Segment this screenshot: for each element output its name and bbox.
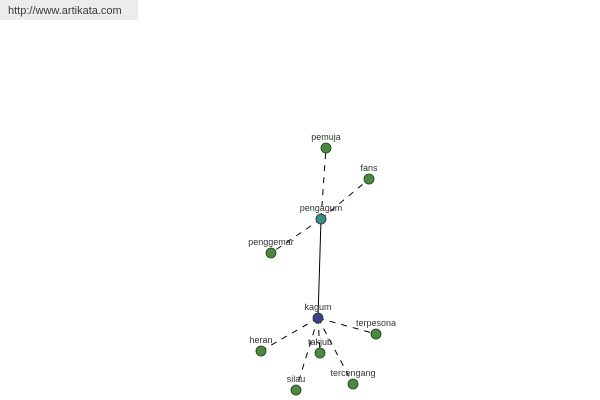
- node-heran[interactable]: [255, 345, 267, 357]
- node-label-takjub: takjub: [308, 337, 332, 347]
- edge-kagum-pengagum: [317, 218, 322, 319]
- node-kagum[interactable]: [312, 312, 324, 324]
- edge-kagum-silau: [295, 317, 319, 391]
- node-pengagum[interactable]: [315, 213, 327, 225]
- edge-pengagum-penggemar: [270, 218, 322, 254]
- node-label-terpesona: terpesona: [356, 318, 396, 328]
- node-label-penggemar: penggemar: [248, 237, 294, 247]
- node-label-heran: heran: [249, 335, 272, 345]
- node-terpesona[interactable]: [370, 328, 382, 340]
- node-label-pengagum: pengagum: [300, 203, 343, 213]
- node-label-pemuja: pemuja: [311, 132, 341, 142]
- node-silau[interactable]: [290, 384, 302, 396]
- site-url-link[interactable]: http://www.artikata.com: [0, 0, 138, 20]
- node-label-silau: silau: [287, 374, 306, 384]
- node-label-fans: fans: [360, 163, 378, 173]
- node-label-kagum: kagum: [304, 302, 331, 312]
- edge-kagum-takjub: [317, 317, 321, 354]
- node-label-tercengang: tercengang: [330, 368, 375, 378]
- node-takjub[interactable]: [314, 347, 326, 359]
- node-tercengang[interactable]: [347, 378, 359, 390]
- edge-pengagum-fans: [320, 178, 370, 220]
- node-penggemar[interactable]: [265, 247, 277, 259]
- node-fans[interactable]: [363, 173, 375, 185]
- edge-kagum-terpesona: [317, 317, 377, 335]
- edge-kagum-tercengang: [317, 317, 354, 385]
- node-pemuja[interactable]: [320, 142, 332, 154]
